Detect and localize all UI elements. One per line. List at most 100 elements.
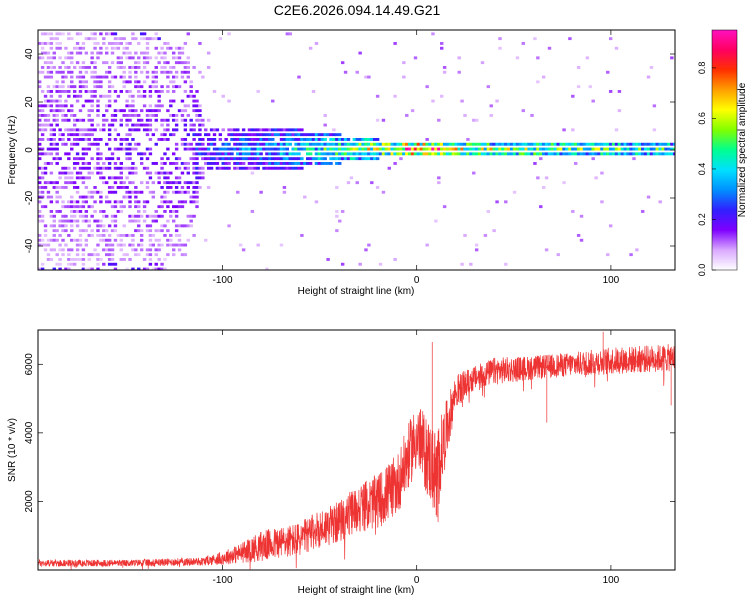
heatmap-cell — [154, 70, 158, 74]
heatmap-cell — [128, 70, 132, 74]
heatmap-cell — [308, 152, 313, 156]
heatmap-cell — [186, 70, 190, 74]
heatmap-cell — [119, 243, 123, 247]
heatmap-cell — [116, 243, 121, 247]
heatmap-cell — [568, 142, 572, 146]
heatmap-cell — [40, 104, 45, 108]
heatmap-cell — [160, 224, 164, 228]
heatmap-cell — [78, 75, 83, 79]
heatmap-cell — [239, 162, 243, 165]
heatmap-cell — [154, 75, 158, 79]
heatmap-cell — [58, 109, 62, 113]
heatmap-cell — [67, 133, 71, 137]
heatmap-cell — [212, 128, 217, 132]
heatmap-cell — [102, 262, 106, 266]
heatmap-cell — [541, 147, 546, 151]
heatmap-cell — [134, 70, 138, 74]
heatmap-cell — [422, 142, 426, 146]
heatmap-cell — [148, 243, 153, 247]
heatmap-cell — [113, 181, 118, 185]
heatmap-cell — [489, 142, 493, 146]
heatmap-cell — [67, 181, 71, 185]
heatmap-cell — [148, 37, 153, 41]
heatmap-cell — [256, 152, 260, 156]
heatmap-cell — [46, 123, 51, 127]
heatmap-cell — [373, 147, 377, 151]
heatmap-cell — [64, 118, 68, 122]
heatmap-cell — [107, 104, 112, 108]
heatmap-cell — [137, 128, 141, 132]
heatmap-cell — [134, 248, 138, 252]
heatmap-cell — [40, 267, 45, 270]
heatmap-cell — [107, 85, 112, 89]
heatmap-cell — [119, 75, 123, 79]
heatmap-cell — [206, 66, 211, 69]
heatmap-cell — [177, 46, 182, 50]
heatmap-cell — [128, 118, 132, 122]
heatmap-cell — [646, 75, 651, 79]
heatmap-cell — [326, 147, 330, 151]
heatmap-cell — [61, 85, 65, 89]
heatmap-cell — [346, 138, 351, 141]
heatmap-cell — [75, 61, 80, 65]
heatmap-cell — [221, 142, 225, 146]
heatmap-cell — [131, 56, 135, 60]
heatmap-cell — [241, 152, 246, 156]
heatmap-cell — [75, 200, 80, 204]
heatmap-cell — [157, 90, 161, 93]
heatmap-cell — [294, 166, 298, 170]
heatmap-cell — [664, 142, 668, 146]
heatmap-cell — [81, 181, 86, 185]
heatmap-cell — [198, 133, 202, 137]
colorbar-tick-label: 0.4 — [697, 163, 707, 176]
heatmap-cell — [358, 157, 362, 161]
heatmap-cell — [139, 162, 144, 165]
heatmap-cell — [134, 128, 138, 132]
heatmap-cell — [177, 51, 182, 55]
heatmap-cell — [148, 123, 153, 127]
heatmap-cell — [358, 147, 362, 151]
heatmap-cell — [591, 157, 595, 161]
heatmap-cell — [160, 205, 164, 209]
heatmap-cell — [186, 133, 190, 137]
heatmap-cell — [617, 152, 622, 156]
heatmap-cell — [40, 46, 45, 50]
heatmap-cell — [131, 138, 135, 141]
heatmap-cell — [192, 200, 196, 204]
heatmap-cell — [90, 157, 94, 161]
heatmap-cell — [102, 42, 106, 45]
heatmap-cell — [623, 147, 627, 151]
heatmap-cell — [90, 234, 94, 237]
heatmap-cell — [288, 166, 292, 170]
heatmap-cell — [142, 205, 147, 209]
heatmap-cell — [349, 147, 354, 151]
heatmap-cell — [128, 195, 132, 199]
heatmap-cell — [273, 152, 278, 156]
heatmap-cell — [58, 104, 62, 108]
heatmap-cell — [75, 157, 80, 161]
heatmap-cell — [215, 152, 220, 156]
heatmap-cell — [84, 147, 89, 151]
heatmap-cell — [128, 258, 132, 261]
heatmap-cell — [163, 42, 167, 45]
heatmap-cell — [166, 61, 170, 65]
heatmap-cell — [268, 152, 272, 156]
heatmap-cell — [55, 186, 59, 189]
heatmap-cell — [81, 133, 86, 137]
heatmap-cell — [96, 75, 100, 79]
heatmap-cell — [288, 157, 292, 161]
heatmap-cell — [387, 152, 391, 156]
heatmap-cell — [352, 157, 357, 161]
heatmap-cell — [142, 219, 147, 223]
heatmap-cell — [483, 142, 488, 146]
heatmap-cell — [212, 90, 217, 93]
heatmap-cell — [137, 190, 141, 194]
heatmap-cell — [72, 142, 77, 146]
heatmap-cell — [276, 162, 281, 165]
heatmap-cell — [52, 118, 56, 122]
heatmap-cell — [131, 238, 135, 242]
heatmap-cell — [297, 147, 301, 151]
heatmap-cell — [61, 109, 65, 113]
heatmap-cell — [72, 90, 77, 93]
heatmap-cell — [107, 234, 112, 237]
